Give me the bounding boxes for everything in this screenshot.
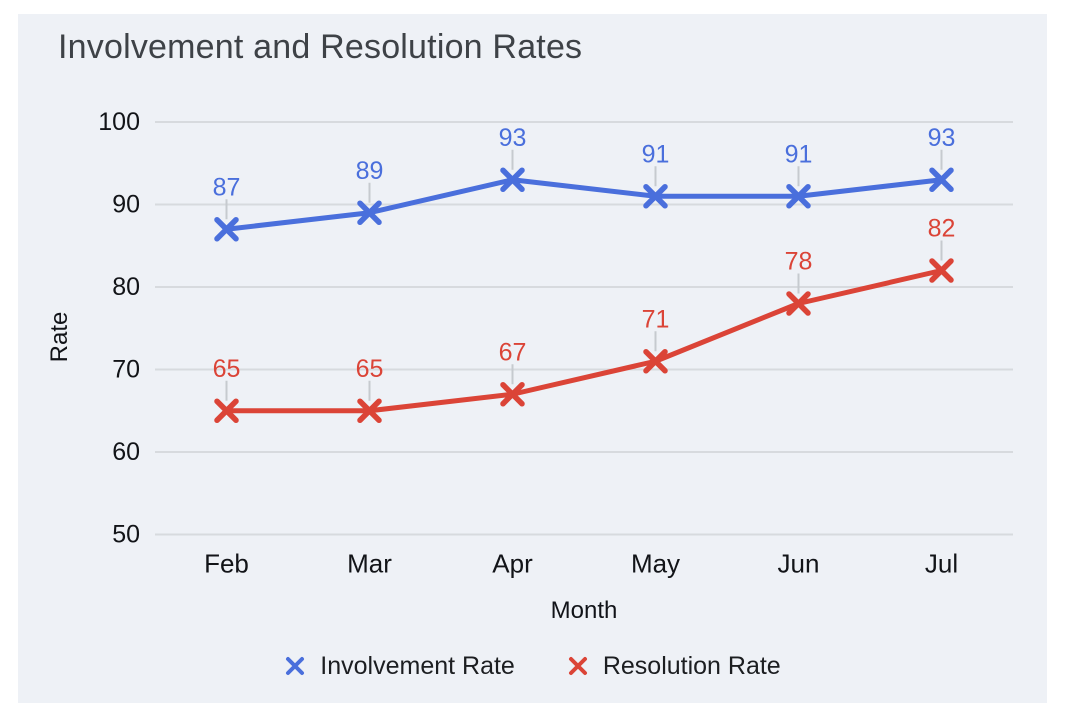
data-label: 82 [928,215,956,243]
x-point-marker[interactable] [357,200,382,225]
data-label: 93 [928,124,956,152]
data-label: 71 [642,305,670,333]
data-label: 89 [356,157,384,185]
x-point-marker[interactable] [214,398,239,423]
x-point-marker[interactable] [643,349,668,374]
series-line-1 [224,268,944,414]
x-point-marker[interactable] [357,398,382,423]
x-point-marker[interactable] [929,167,954,192]
x-tick-label: Mar [347,549,392,579]
data-label: 78 [785,248,813,276]
data-label: 91 [642,140,670,168]
legend: Involvement Rate Resolution Rate [18,646,1047,686]
y-axis-title: Rate [46,311,73,363]
y-tick-label: 80 [112,273,140,301]
x-point-marker[interactable] [929,258,954,283]
x-point-marker[interactable] [500,382,525,407]
x-point-marker[interactable] [500,167,525,192]
x-point-marker[interactable] [786,184,811,209]
x-tick-label: May [631,549,680,579]
data-label: 93 [499,124,527,152]
chart-card: Involvement and Resolution Rates 50 60 70 8… [18,14,1047,703]
data-label: 87 [213,173,241,201]
y-tick-label: 100 [98,108,140,136]
x-marker-icon [568,657,587,675]
x-marker-icon [286,657,305,675]
x-point-marker[interactable] [643,184,668,209]
line-chart-plot: 50 60 70 80 90 100 Feb Mar Apr May Jun Jul 87 89 93 91 9… [98,108,1013,579]
data-label: 67 [499,338,527,366]
data-label: 65 [356,355,384,383]
y-tick-label: 70 [112,356,140,384]
series-line-0 [224,177,944,232]
x-tick-label: Feb [204,549,249,579]
x-point-marker[interactable] [214,217,239,242]
legend-item-involvement-rate[interactable]: Involvement Rate [284,652,515,681]
data-label: 91 [785,140,813,168]
chart-title: Involvement and Resolution Rates [58,28,583,66]
y-tick-label: 50 [112,521,140,549]
legend-label: Resolution Rate [602,651,781,680]
data-label: 65 [213,355,241,383]
y-tick-label: 90 [112,191,140,219]
legend-item-resolution-rate[interactable]: Resolution Rate [567,652,781,681]
x-tick-label: Jun [778,549,820,579]
legend-label: Involvement Rate [320,651,515,680]
x-tick-label: Apr [492,549,533,579]
x-point-marker[interactable] [786,291,811,316]
x-tick-label: Jul [925,549,958,579]
y-tick-label: 60 [112,438,140,466]
x-axis-title: Month [550,597,618,624]
